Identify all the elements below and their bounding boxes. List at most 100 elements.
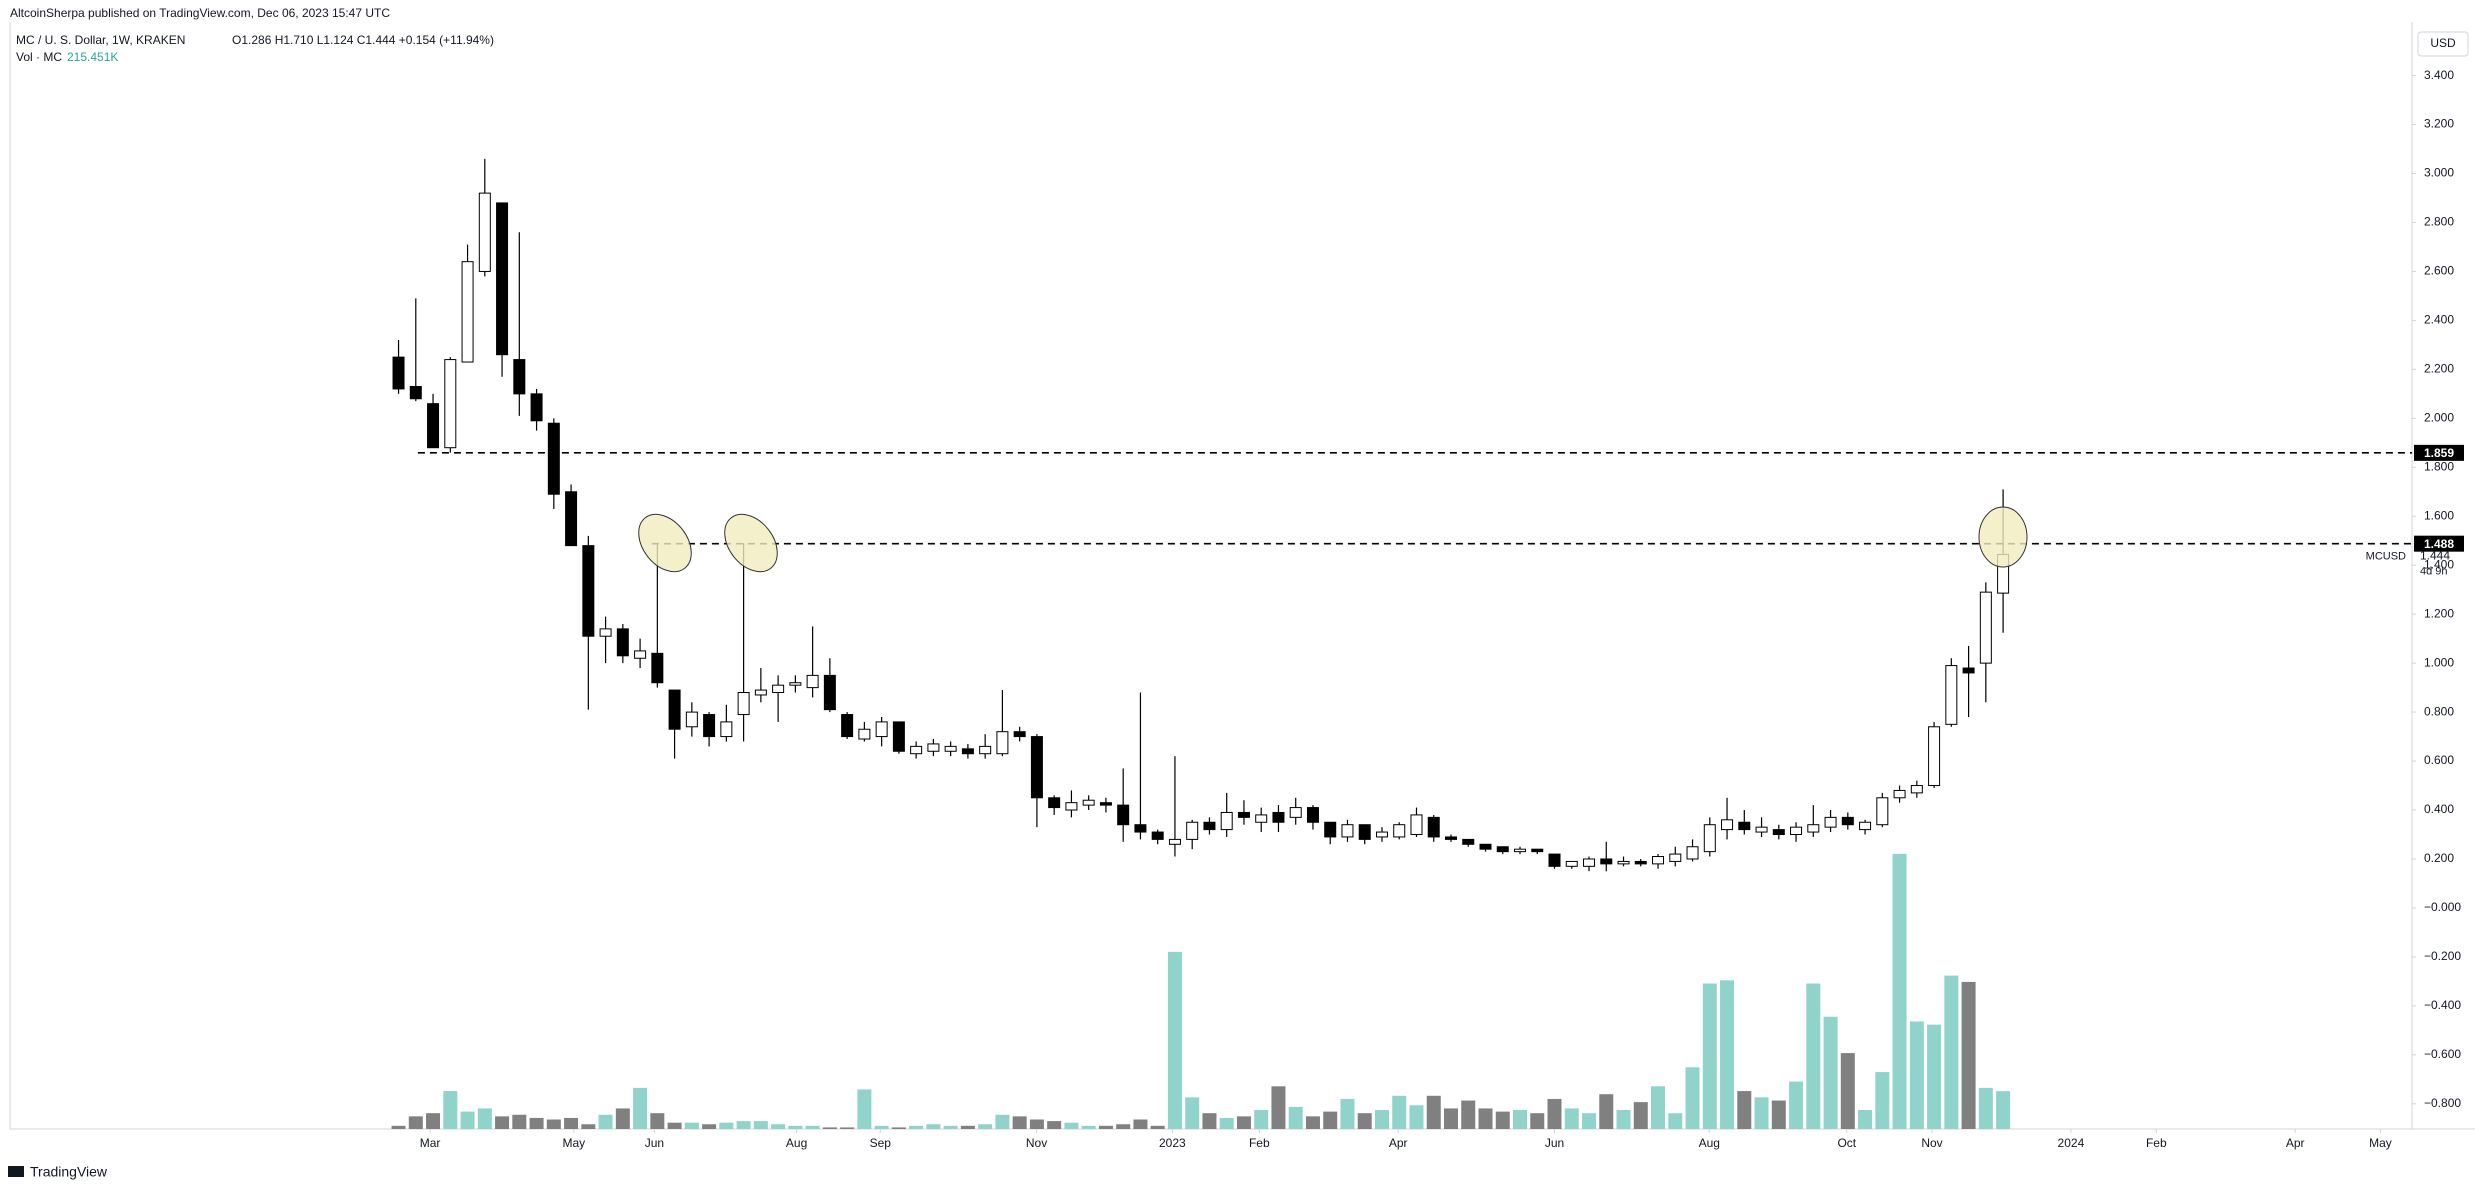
volume-bar — [1185, 1097, 1200, 1129]
volume-bar — [909, 1125, 924, 1129]
candle-body — [1479, 843, 1492, 850]
x-tick-label: Oct — [1837, 1136, 1856, 1150]
volume-bar — [1771, 1100, 1786, 1129]
x-tick-label: Sep — [870, 1136, 892, 1150]
volume-bar — [1081, 1125, 1096, 1129]
y-tick-label: 2.600 — [2424, 264, 2454, 278]
candle-body — [1807, 824, 1820, 833]
volume-bar — [1806, 983, 1821, 1129]
volume-bar — [1271, 1086, 1286, 1129]
candle-body — [599, 628, 612, 637]
candle-body — [1790, 826, 1803, 836]
publisher: AltcoinSherpa published on TradingView.c… — [10, 6, 390, 20]
volume-bar — [943, 1125, 958, 1129]
volume-bars — [391, 853, 2011, 1129]
currency[interactable]: USD — [2430, 36, 2456, 50]
volume-bar — [1323, 1111, 1338, 1129]
volume-bar — [1254, 1110, 1269, 1129]
candle-body — [754, 689, 767, 696]
y-tick-label: 2.000 — [2424, 411, 2454, 425]
volume-bar — [615, 1108, 630, 1129]
volume-value: 215.451K — [67, 50, 118, 64]
candle-body — [789, 682, 802, 686]
candle-body — [444, 359, 457, 449]
candle-body — [496, 202, 509, 356]
candle-body — [1565, 860, 1578, 867]
volume-bar — [1668, 1113, 1683, 1129]
volume-bar — [753, 1121, 768, 1129]
y-tick-label: −0.200 — [2424, 949, 2461, 963]
candle-body — [1686, 846, 1699, 860]
volume-bar — [1616, 1110, 1631, 1129]
x-tick-label: 2024 — [2058, 1136, 2085, 1150]
volume-bar — [1357, 1113, 1372, 1129]
volume-bar — [1996, 1091, 2011, 1129]
candle-body — [910, 745, 923, 755]
volume-bar — [1236, 1116, 1251, 1129]
currency-box[interactable] — [2417, 31, 2469, 57]
volume-bar — [1789, 1081, 1804, 1129]
volume-bar — [1167, 951, 1182, 1129]
candle-body — [1237, 811, 1250, 818]
volume-bar — [1858, 1110, 1873, 1129]
candle-body — [1583, 858, 1596, 867]
candle-body — [1358, 824, 1371, 840]
x-tick-label: 2023 — [1159, 1136, 1186, 1150]
volume-bar — [805, 1125, 820, 1129]
candle-body — [582, 545, 595, 637]
volume-bar — [1978, 1087, 1993, 1129]
candle-body — [1444, 836, 1457, 840]
candle-body — [1824, 816, 1837, 828]
volume-bar — [598, 1114, 613, 1129]
y-tick-label: 3.000 — [2424, 166, 2454, 180]
y-tick-label: 1.200 — [2424, 606, 2454, 620]
candle-body — [720, 721, 733, 738]
candle-body — [1634, 860, 1647, 865]
candle-body — [1859, 821, 1872, 831]
candle-body — [651, 652, 664, 684]
volume-bar — [443, 1091, 458, 1129]
volume-bar — [1599, 1094, 1614, 1129]
last-price: 1.444 — [2420, 549, 2450, 563]
volume-bar — [1495, 1111, 1510, 1129]
volume-bar — [1029, 1119, 1044, 1129]
brand-logo — [8, 1166, 24, 1177]
volume-bar — [995, 1114, 1010, 1129]
volume-bar — [874, 1125, 889, 1129]
volume-bar — [684, 1122, 699, 1129]
x-tick-label: Jun — [645, 1136, 664, 1150]
candle-body — [806, 674, 819, 689]
volume-bar — [1064, 1122, 1079, 1129]
x-tick-label: Feb — [2146, 1136, 2167, 1150]
volume-bar — [1288, 1106, 1303, 1129]
volume-bar — [771, 1124, 786, 1129]
candle-body — [685, 711, 698, 728]
x-tick-label: Feb — [1249, 1136, 1270, 1150]
candle-body — [1531, 848, 1544, 853]
volume-bar — [1513, 1110, 1528, 1129]
volume-bar — [477, 1108, 492, 1129]
candle-body — [1306, 807, 1319, 823]
volume-bar — [1461, 1100, 1476, 1129]
candle-body — [427, 403, 440, 449]
candle-body — [1945, 665, 1958, 725]
candle-body — [996, 731, 1009, 755]
candle-body — [1979, 591, 1992, 664]
candle-body — [1928, 726, 1941, 787]
symbol-tag: MCUSD — [2366, 550, 2406, 562]
x-tick-label: Apr — [1389, 1136, 1408, 1150]
candle-body — [1496, 846, 1509, 853]
volume-bar — [512, 1114, 527, 1129]
candle-body — [1617, 860, 1630, 865]
y-tick-label: −0.800 — [2424, 1096, 2461, 1110]
volume-bar — [1685, 1067, 1700, 1129]
highlight-ellipse — [638, 513, 692, 573]
y-tick-label: 0.200 — [2424, 851, 2454, 865]
volume-bar — [1012, 1116, 1027, 1129]
candle-body — [461, 261, 474, 363]
volume-bar — [1374, 1110, 1389, 1129]
y-tick-label: 0.600 — [2424, 753, 2454, 767]
volume-bar — [1564, 1108, 1579, 1129]
